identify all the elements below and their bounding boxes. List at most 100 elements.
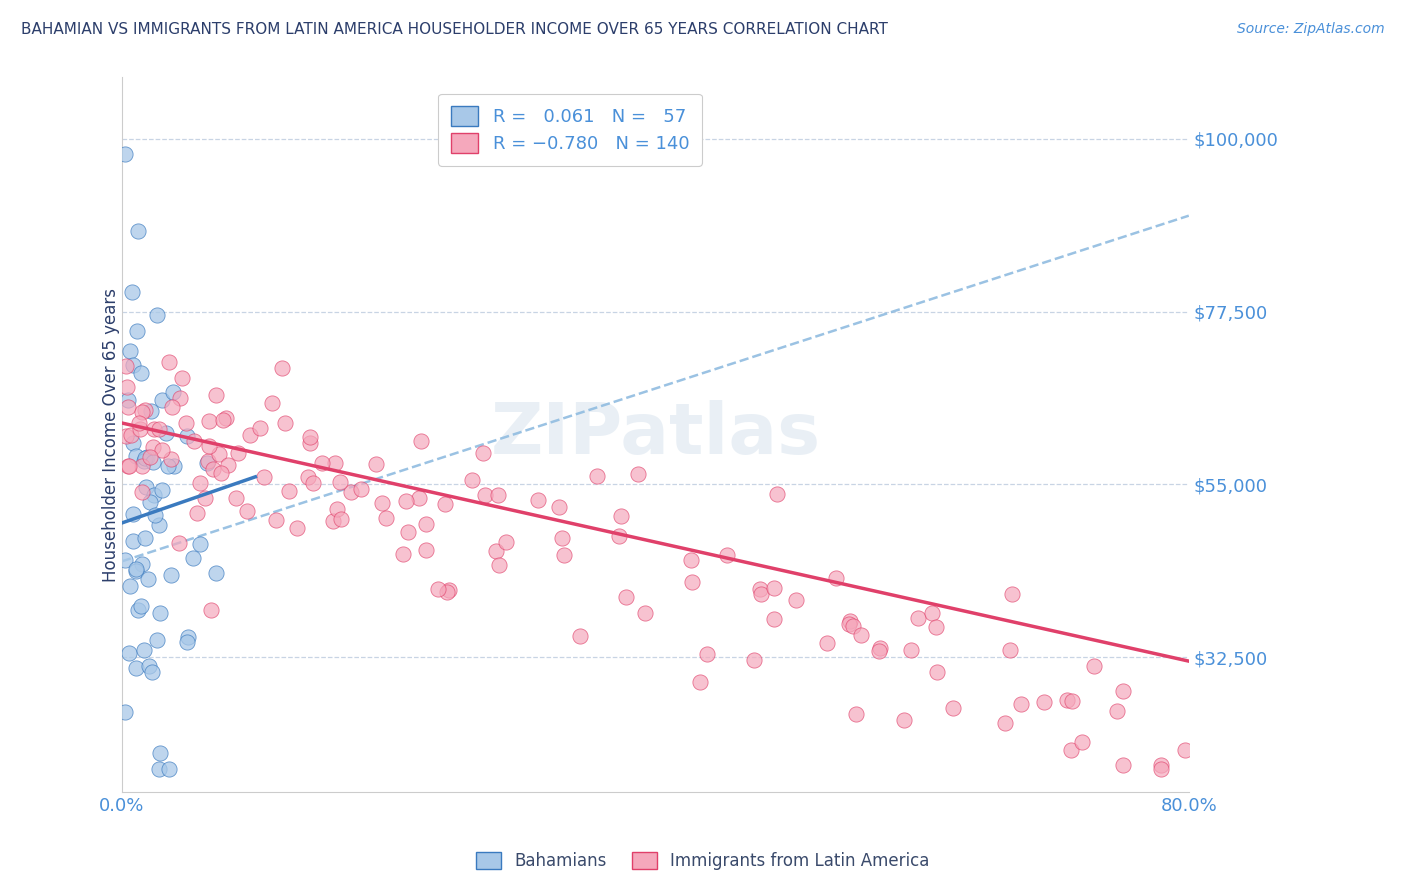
Point — [370, 496, 392, 510]
Point — [716, 549, 738, 563]
Point — [149, 747, 172, 761]
Point — [260, 396, 283, 410]
Point — [129, 366, 152, 380]
Point — [825, 571, 848, 585]
Point — [174, 416, 197, 430]
Point — [150, 483, 173, 497]
Point — [486, 488, 509, 502]
Point — [396, 524, 419, 539]
Point — [634, 606, 657, 620]
Point — [994, 715, 1017, 730]
Point — [868, 644, 890, 658]
Point — [183, 434, 205, 448]
Point — [681, 574, 703, 589]
Point — [125, 564, 148, 578]
Point — [439, 582, 461, 597]
Point — [148, 762, 170, 776]
Point — [907, 611, 929, 625]
Point — [547, 500, 569, 514]
Point — [748, 582, 770, 596]
Point — [127, 603, 149, 617]
Point — [415, 516, 437, 531]
Point — [998, 643, 1021, 657]
Point — [1112, 684, 1135, 698]
Point — [460, 473, 482, 487]
Point — [125, 324, 148, 338]
Point — [415, 542, 437, 557]
Point — [136, 450, 159, 465]
Point — [205, 566, 228, 580]
Point — [838, 614, 860, 628]
Point — [1070, 735, 1092, 749]
Point — [142, 488, 165, 502]
Point — [217, 458, 239, 473]
Point — [115, 380, 138, 394]
Point — [131, 459, 153, 474]
Point — [322, 514, 344, 528]
Point — [121, 436, 143, 450]
Point — [1107, 704, 1129, 718]
Point — [278, 483, 301, 498]
Point — [274, 416, 297, 430]
Point — [495, 535, 517, 549]
Point — [125, 449, 148, 463]
Point — [1001, 587, 1024, 601]
Point — [208, 446, 231, 460]
Point — [118, 646, 141, 660]
Legend: R =   0.061   N =   57, R = −0.780   N = 140: R = 0.061 N = 57, R = −0.780 N = 140 — [439, 94, 702, 166]
Point — [129, 599, 152, 614]
Point — [329, 475, 352, 489]
Point — [1174, 742, 1197, 756]
Point — [762, 612, 785, 626]
Point — [1112, 758, 1135, 772]
Point — [225, 491, 247, 506]
Point — [124, 562, 146, 576]
Point — [297, 469, 319, 483]
Point — [364, 457, 387, 471]
Point — [134, 403, 156, 417]
Point — [134, 531, 156, 545]
Point — [762, 581, 785, 595]
Point — [121, 285, 143, 300]
Point — [411, 434, 433, 448]
Point — [114, 147, 136, 161]
Point — [226, 446, 249, 460]
Point — [553, 548, 575, 562]
Point — [127, 224, 149, 238]
Point — [117, 459, 139, 474]
Y-axis label: Householder Income Over 65 years: Householder Income Over 65 years — [103, 287, 120, 582]
Point — [117, 392, 139, 407]
Point — [150, 443, 173, 458]
Point — [893, 713, 915, 727]
Point — [201, 462, 224, 476]
Point — [197, 414, 219, 428]
Point — [326, 502, 349, 516]
Point — [134, 450, 156, 465]
Point — [188, 475, 211, 490]
Point — [118, 579, 141, 593]
Point — [160, 568, 183, 582]
Point — [1083, 658, 1105, 673]
Point — [921, 606, 943, 620]
Point — [569, 629, 592, 643]
Text: ZIPatlas: ZIPatlas — [491, 401, 821, 469]
Point — [195, 456, 218, 470]
Point — [138, 659, 160, 673]
Point — [249, 421, 271, 435]
Point — [1150, 758, 1173, 772]
Point — [114, 359, 136, 373]
Point — [849, 628, 872, 642]
Point — [927, 665, 949, 680]
Point — [122, 358, 145, 372]
Point — [157, 354, 180, 368]
Point — [869, 640, 891, 655]
Point — [176, 429, 198, 443]
Point — [114, 553, 136, 567]
Point — [148, 422, 170, 436]
Point — [395, 494, 418, 508]
Point — [474, 488, 496, 502]
Point — [679, 553, 702, 567]
Point — [162, 401, 184, 415]
Point — [129, 421, 152, 435]
Point — [350, 482, 373, 496]
